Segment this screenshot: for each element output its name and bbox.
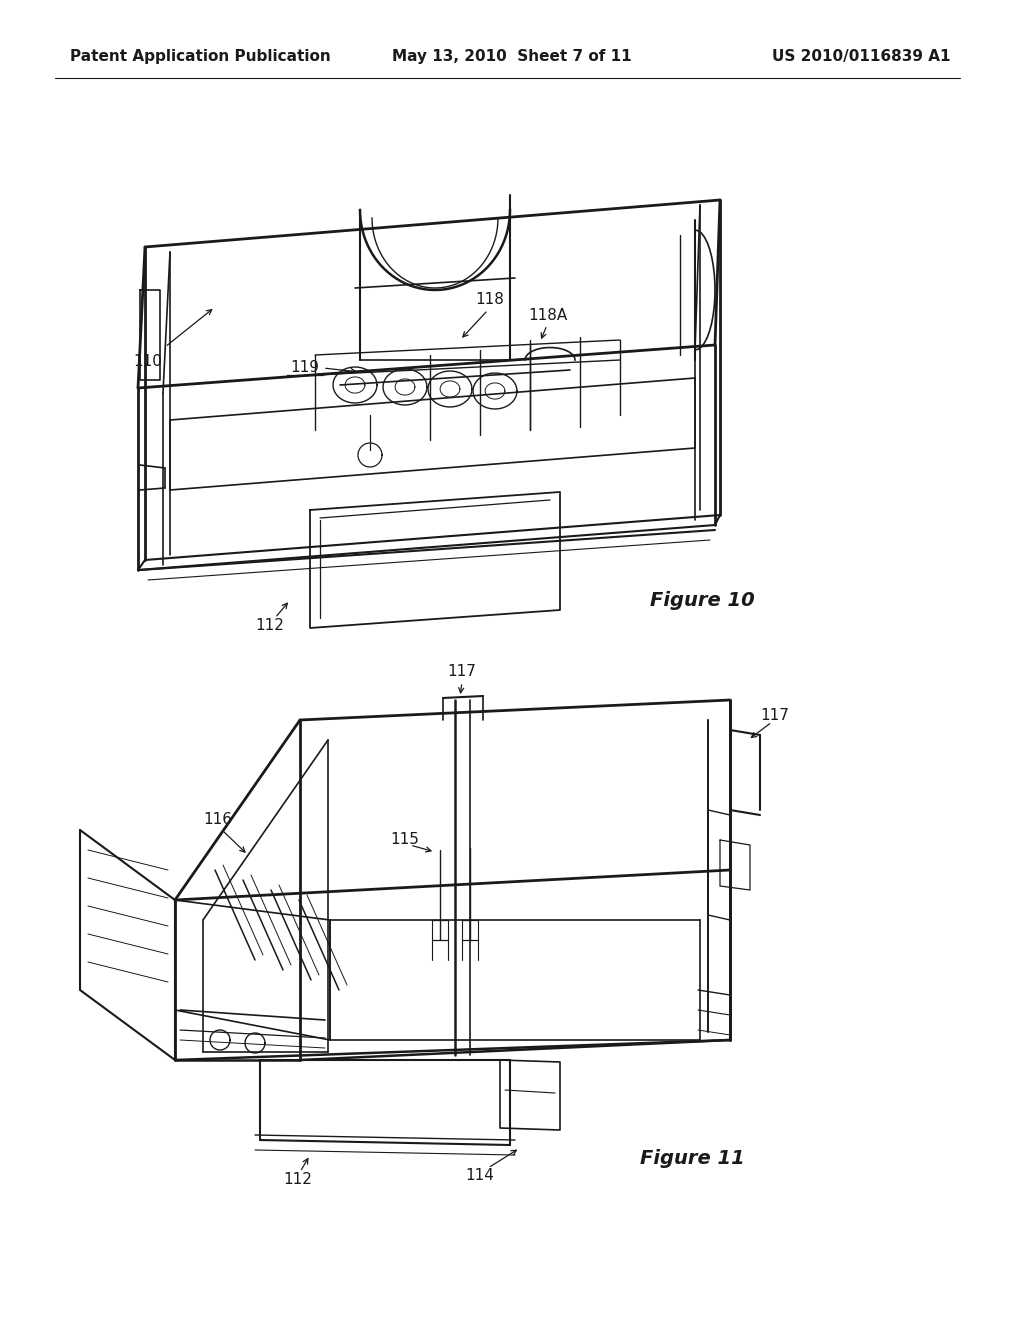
Text: 118: 118 <box>475 293 505 308</box>
Text: 116: 116 <box>204 813 232 828</box>
Text: 117: 117 <box>447 664 476 680</box>
Text: US 2010/0116839 A1: US 2010/0116839 A1 <box>771 49 950 65</box>
Text: 112: 112 <box>284 1172 312 1188</box>
Text: 112: 112 <box>256 618 285 632</box>
Text: Patent Application Publication: Patent Application Publication <box>70 49 331 65</box>
Text: 117: 117 <box>761 708 790 722</box>
Text: 114: 114 <box>466 1167 495 1183</box>
Text: 110: 110 <box>133 355 163 370</box>
Text: Figure 10: Figure 10 <box>650 591 755 610</box>
Text: Figure 11: Figure 11 <box>640 1150 744 1168</box>
Text: 118A: 118A <box>528 308 567 322</box>
Text: 119: 119 <box>291 360 319 375</box>
Text: May 13, 2010  Sheet 7 of 11: May 13, 2010 Sheet 7 of 11 <box>392 49 632 65</box>
Text: 115: 115 <box>390 833 420 847</box>
